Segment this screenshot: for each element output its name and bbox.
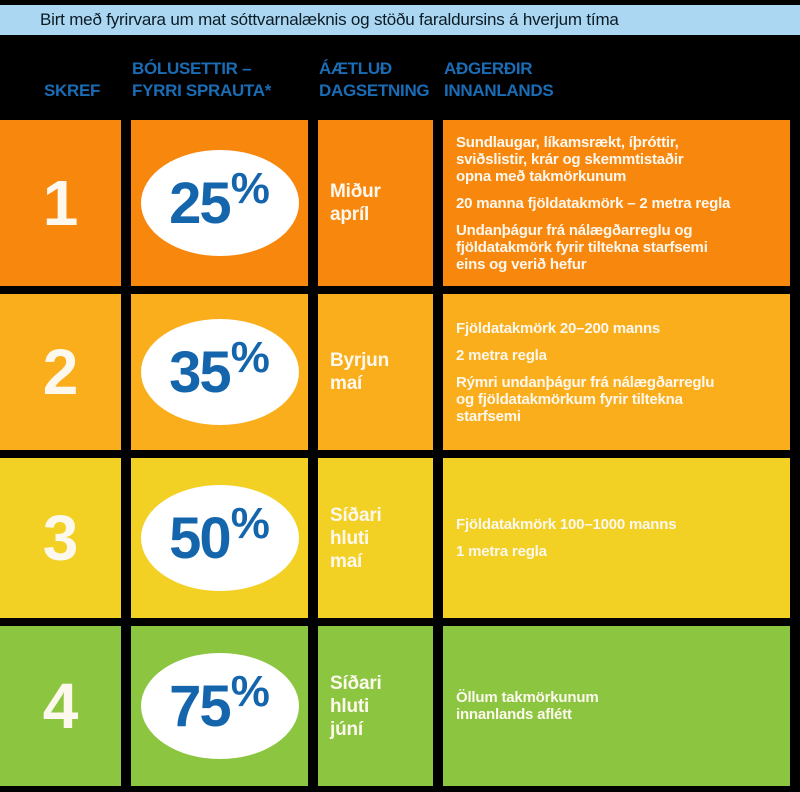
actions-cell: Fjöldatakmörk 20–200 manns 2 metra regla… <box>443 294 790 450</box>
action-text: 2 metra regla <box>456 346 547 364</box>
percent-sign: % <box>230 164 270 213</box>
planned-date: Síðari hluti maí <box>318 458 433 618</box>
step-number: 1 <box>0 120 121 286</box>
vaccinated-percent-cell: 50% <box>131 458 308 618</box>
action-text: Öllum takmörkunum innanlands aflétt <box>456 689 599 723</box>
disclaimer-banner: Birt með fyrirvara um mat sóttvarnalækni… <box>0 5 800 35</box>
planned-date: Miður apríl <box>318 120 433 286</box>
column-header-skref: SKREF <box>44 81 101 100</box>
percent-sign: % <box>230 499 270 548</box>
action-text: Fjöldatakmörk 100–1000 manns <box>456 516 677 533</box>
column-header-bolusettir: BÓLUSETTIR – FYRRI SPRAUTA* <box>132 59 272 100</box>
action-text: Sundlaugar, líkamsrækt, íþróttir, sviðsl… <box>456 133 684 185</box>
step-number: 3 <box>0 458 121 618</box>
vaccinated-percent-cell: 35% <box>131 294 308 450</box>
actions-cell: Öllum takmörkunum innanlands aflétt <box>443 626 790 786</box>
step-number: 4 <box>0 626 121 786</box>
percent-value: 75 <box>169 673 231 739</box>
planned-date: Byrjun maí <box>318 294 433 450</box>
action-text: Undanþágur frá nálægðarreglu og fjöldata… <box>456 221 708 273</box>
percent-ellipse: 25% <box>140 150 299 256</box>
percent-ellipse: 35% <box>140 319 299 425</box>
action-text: Rýmri undanþágur frá nálægðarreglu og fj… <box>456 373 715 425</box>
percent-value: 50 <box>169 505 231 571</box>
steps-table: SKREF BÓLUSETTIR – FYRRI SPRAUTA* ÁÆTLUÐ… <box>0 35 800 786</box>
percent-ellipse: 50% <box>140 485 299 591</box>
disclaimer-text: Birt með fyrirvara um mat sóttvarnalækni… <box>40 10 619 29</box>
vaccinated-percent-cell: 25% <box>131 120 308 286</box>
action-text: Fjöldatakmörk 20–200 manns <box>456 319 661 337</box>
actions-cell: Fjöldatakmörk 100–1000 manns 1 metra reg… <box>443 458 790 618</box>
step-number: 2 <box>0 294 121 450</box>
percent-sign: % <box>230 333 270 382</box>
actions-cell: Sundlaugar, líkamsrækt, íþróttir, sviðsl… <box>443 120 790 286</box>
percent-sign: % <box>230 667 270 716</box>
top-black-strip <box>0 0 800 5</box>
planned-date: Síðari hluti júní <box>318 626 433 786</box>
percent-ellipse: 75% <box>140 653 299 759</box>
percent-value: 35 <box>169 339 231 405</box>
percent-value: 25 <box>169 170 231 236</box>
column-header-adgerdir: AÐGERÐIR INNANLANDS <box>444 59 554 100</box>
action-text: 20 manna fjöldatakmörk – 2 metra regla <box>456 194 731 212</box>
vaccinated-percent-cell: 75% <box>131 626 308 786</box>
column-header-dagsetning: ÁÆTLUÐ DAGSETNING <box>319 59 430 100</box>
action-text: 1 metra regla <box>456 543 547 560</box>
